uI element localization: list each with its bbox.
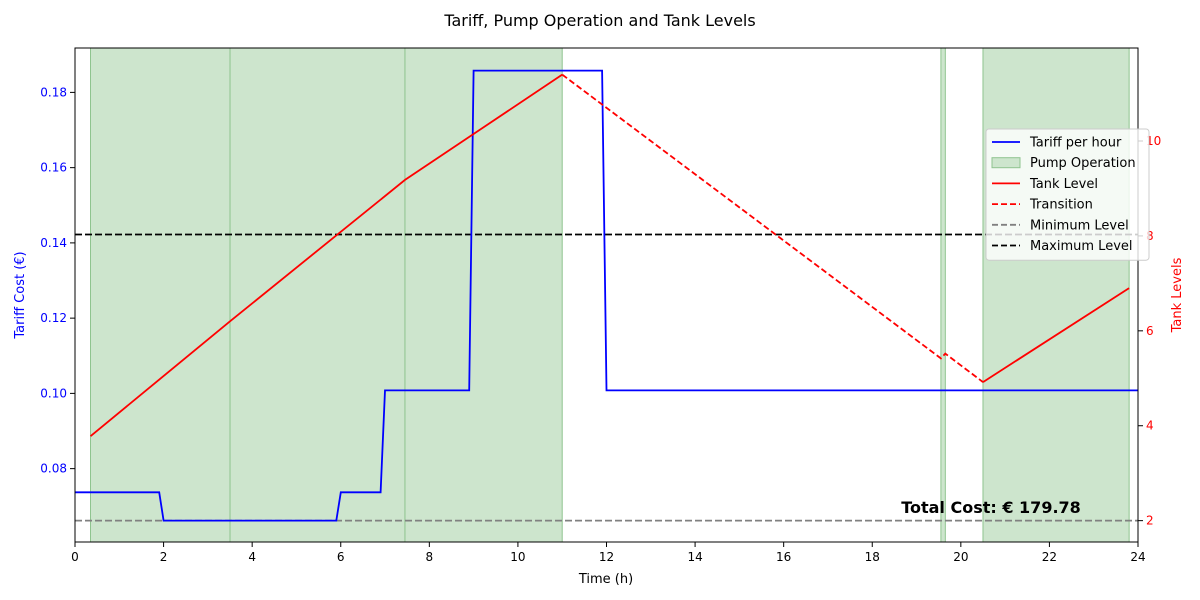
legend: Tariff per hour Pump Operation Tank Level T… xyxy=(985,128,1150,261)
x-tick-label-2: 4 xyxy=(248,550,256,564)
series-lines xyxy=(75,69,1138,522)
reference-lines xyxy=(75,233,1138,522)
chart-title: Tariff, Pump Operation and Tank Levels xyxy=(443,11,755,30)
x-tick-label-7: 14 xyxy=(687,550,702,564)
x-tick-label-4: 8 xyxy=(426,550,434,564)
legend-label-2: Tank Level xyxy=(1029,177,1098,192)
pump-operation-band-3 xyxy=(940,47,946,543)
x-tick-label-3: 6 xyxy=(337,550,345,564)
x-tick-label-9: 18 xyxy=(865,550,880,564)
pump-operation-band-2 xyxy=(404,47,563,543)
y-right-tick-label-4: 10 xyxy=(1146,134,1161,148)
legend-label-5: Maximum Level xyxy=(1030,239,1133,254)
y-right-tick-label-0: 2 xyxy=(1146,514,1154,528)
y-left-tick-label-1: 0.10 xyxy=(40,386,67,400)
legend-label-4: Minimum Level xyxy=(1030,218,1129,233)
x-axis-ticks: 0 2 4 6 8 10 12 14 16 18 20 22 24 xyxy=(71,542,1146,564)
series-line-0 xyxy=(75,69,1138,522)
total-cost-label: Total Cost: € 179.78 xyxy=(901,498,1081,517)
pump-operation-band-0 xyxy=(90,47,231,543)
x-tick-label-1: 2 xyxy=(160,550,168,564)
y-left-tick-label-5: 0.18 xyxy=(40,85,67,99)
series-line-2 xyxy=(561,73,984,383)
x-tick-label-8: 16 xyxy=(776,550,791,564)
x-tick-label-0: 0 xyxy=(71,550,79,564)
y-right-tick-label-3: 8 xyxy=(1146,229,1154,243)
pump-operation-bands xyxy=(90,47,1130,543)
y-right-axis-label: Tank Levels xyxy=(1170,257,1185,333)
legend-label-3: Transition xyxy=(1029,198,1093,213)
y-left-tick-label-4: 0.16 xyxy=(40,161,67,175)
y-right-tick-label-1: 4 xyxy=(1146,419,1154,433)
legend-label-1: Pump Operation xyxy=(1030,156,1136,171)
pump-operation-band-4 xyxy=(982,47,1130,543)
x-tick-label-5: 10 xyxy=(510,550,525,564)
x-tick-label-12: 24 xyxy=(1130,550,1145,564)
y-left-axis-ticks: 0.08 0.10 0.12 0.14 0.16 0.18 xyxy=(40,85,75,476)
legend-box xyxy=(985,128,1150,261)
y-left-axis-label: Tariff Cost (€) xyxy=(13,251,28,339)
x-tick-label-10: 20 xyxy=(953,550,968,564)
pump-operation-band-1 xyxy=(229,47,406,543)
series-line-3 xyxy=(982,287,1130,383)
x-axis-label: Time (h) xyxy=(578,572,633,587)
y-left-tick-label-0: 0.08 xyxy=(40,462,67,476)
x-tick-label-11: 22 xyxy=(1042,550,1057,564)
legend-label-0: Tariff per hour xyxy=(1029,136,1122,151)
y-left-tick-label-2: 0.12 xyxy=(40,311,67,325)
series-line-1 xyxy=(89,73,563,437)
y-left-tick-label-3: 0.14 xyxy=(40,236,67,250)
y-right-tick-label-2: 6 xyxy=(1146,324,1154,338)
legend-swatch-1 xyxy=(991,157,1021,169)
x-tick-label-6: 12 xyxy=(599,550,614,564)
